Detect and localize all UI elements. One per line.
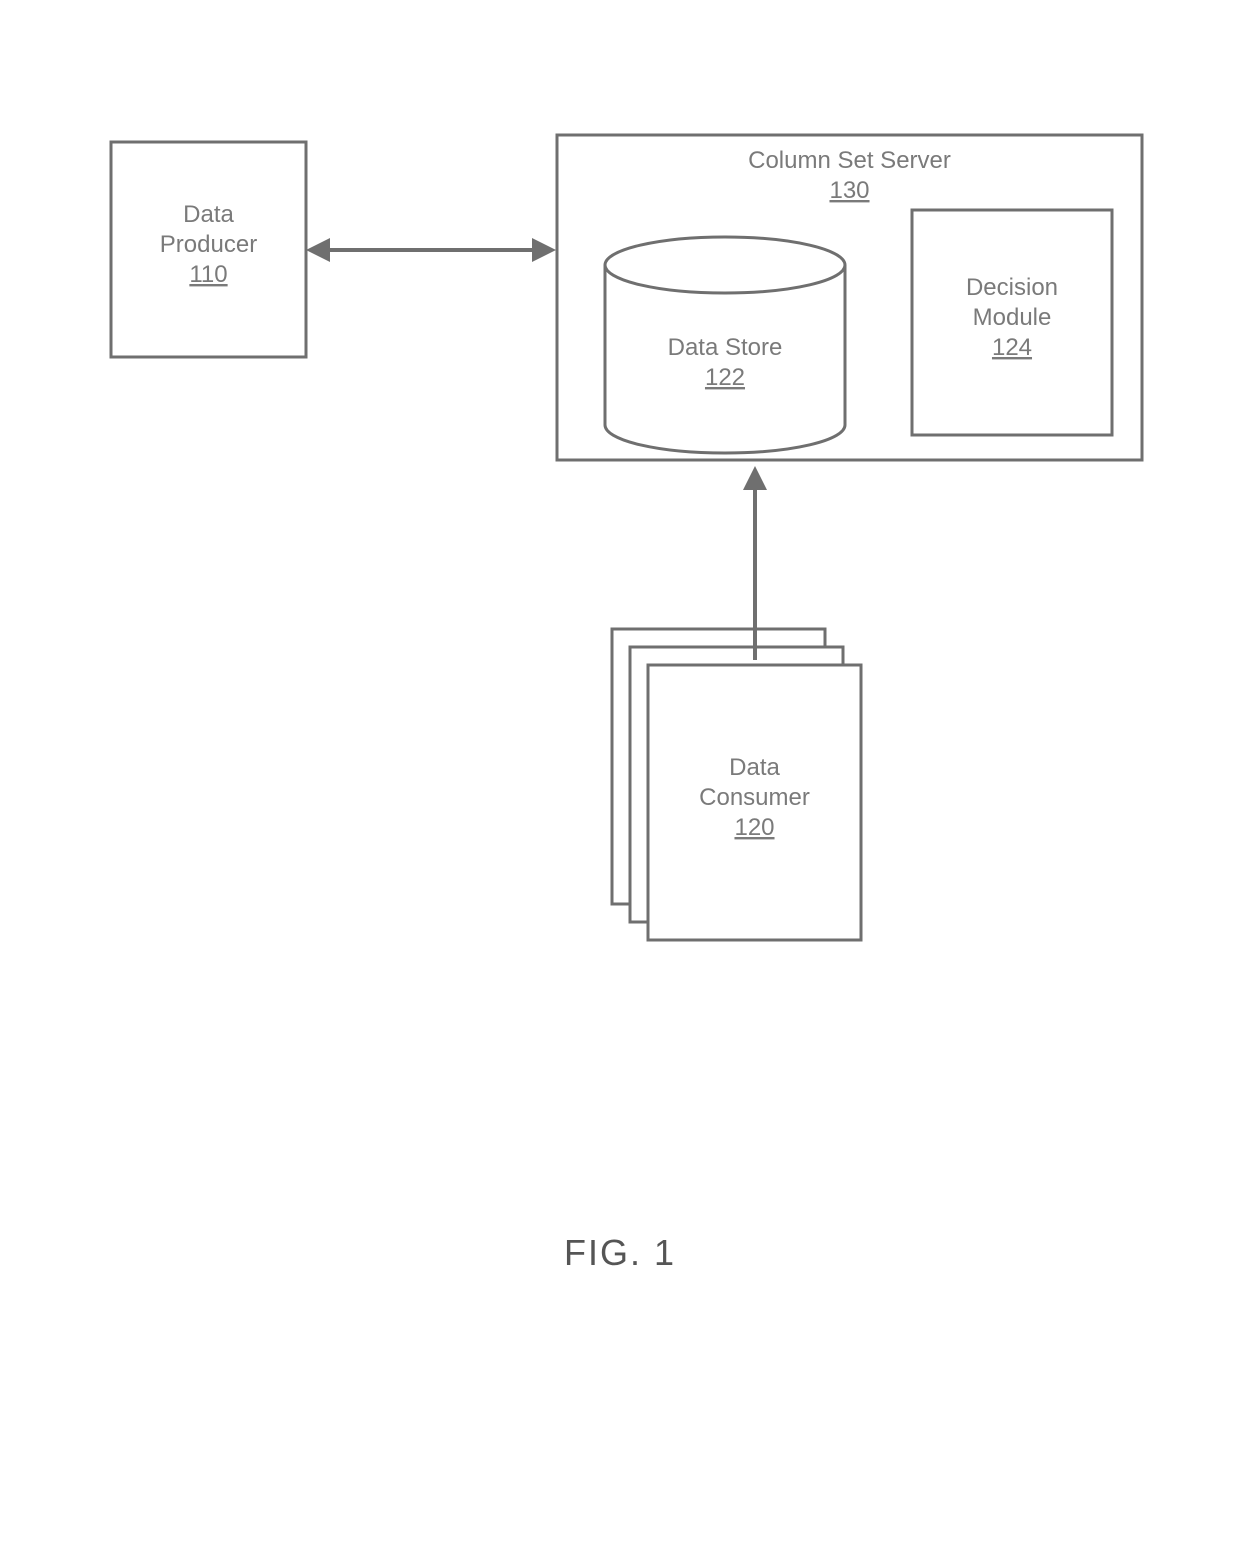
decision-module-label: Module [973,304,1052,331]
data-producer-label: Producer [160,231,257,258]
data-store-cylinder-top [605,237,845,293]
data-consumer-label: Consumer [699,784,810,811]
data-consumer-ref: 120 [734,814,774,841]
decision-module-label: Decision [966,274,1058,301]
data-producer-label: Data [183,201,234,228]
decision-module-ref: 124 [992,334,1032,361]
data-store-label: Data Store [668,334,783,361]
figure-label: FIG. 1 [564,1232,676,1273]
data-store-ref: 122 [705,364,745,391]
column-set-server-label: Column Set Server [748,147,951,174]
data-producer-ref: 110 [189,261,227,288]
data-consumer-label: Data [729,754,780,781]
column-set-server-ref: 130 [829,177,869,204]
